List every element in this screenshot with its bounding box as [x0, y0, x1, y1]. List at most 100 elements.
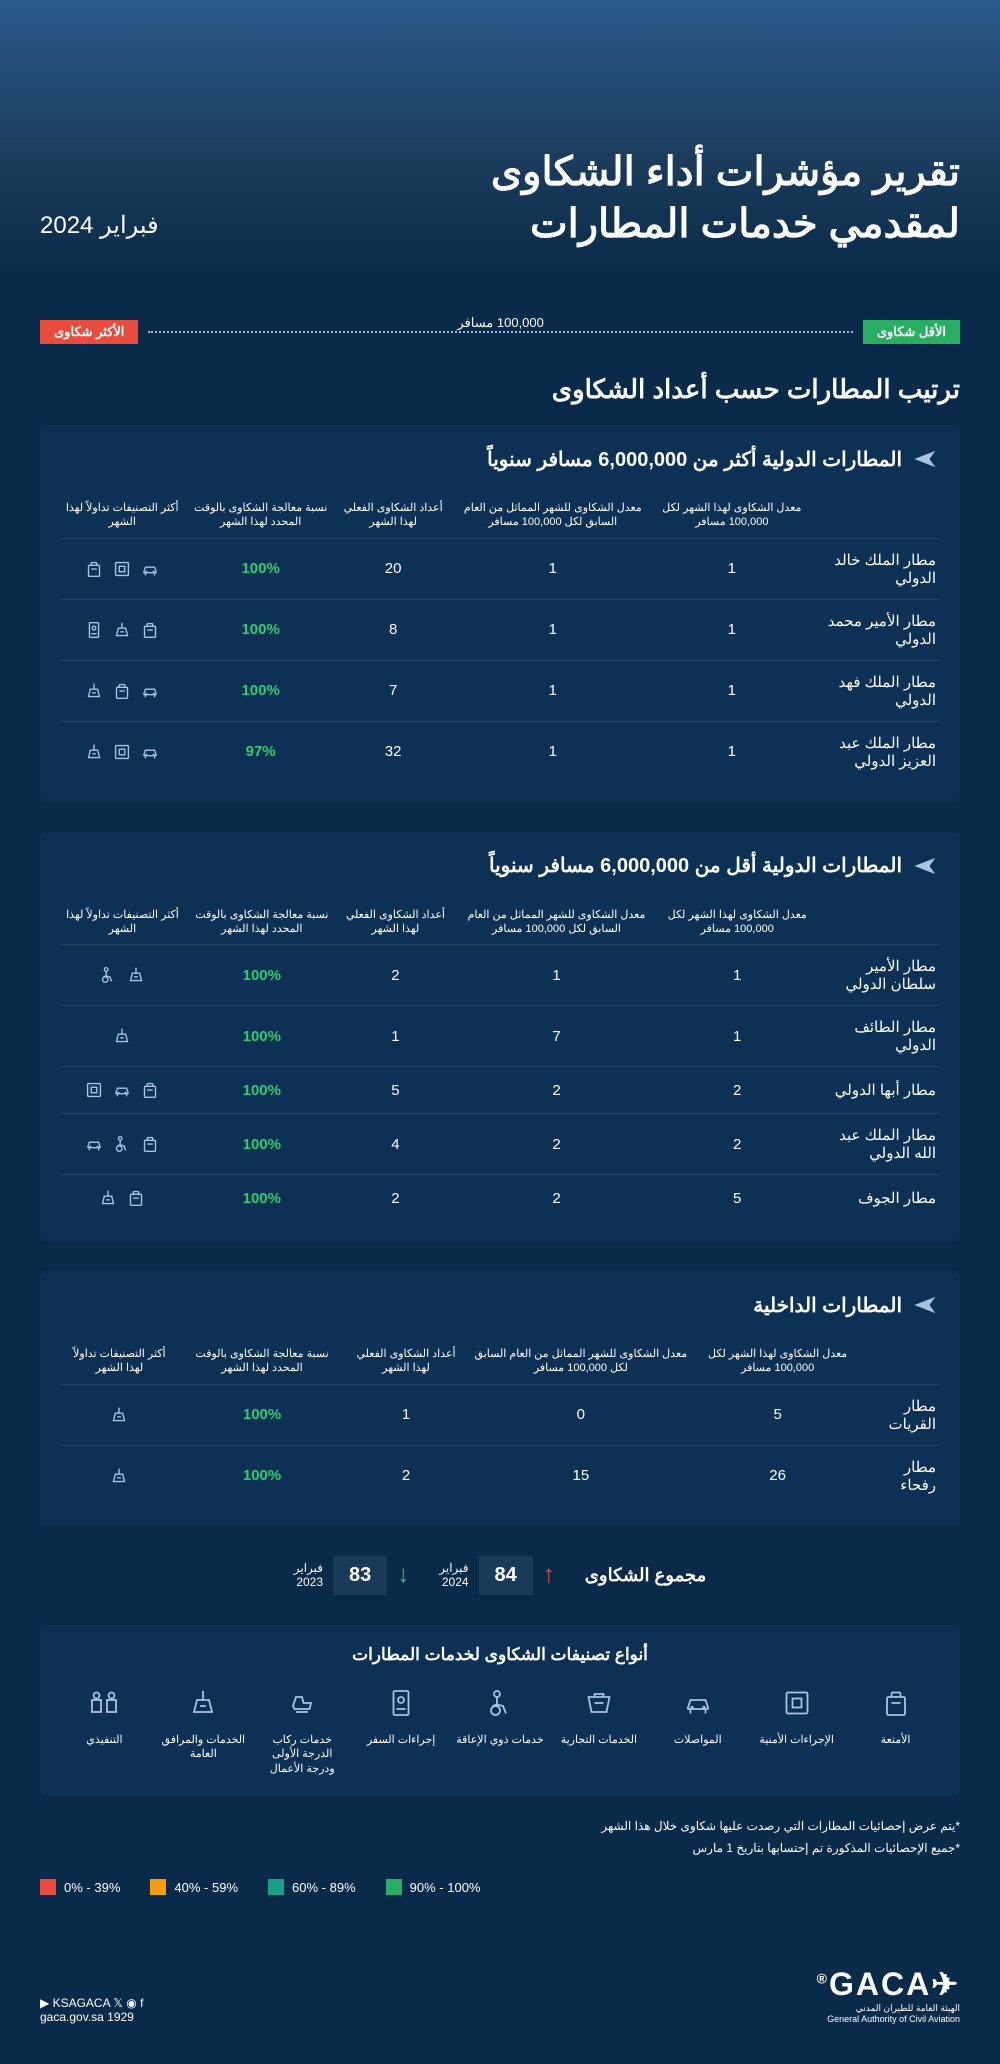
- color-swatch: [268, 1879, 284, 1895]
- plane-icon: [912, 1291, 940, 1319]
- rate-current: 5: [695, 1384, 860, 1445]
- rate-previous: 1: [449, 538, 656, 599]
- rate-previous: 15: [467, 1445, 695, 1506]
- color-swatch: [386, 1879, 402, 1895]
- totals-label: مجموع الشكاوى: [585, 1565, 706, 1586]
- airport-name: مطار الجوف: [814, 1175, 940, 1222]
- ranking-section-title: ترتيب المطارات حسب أعداد الشكاوى: [40, 374, 960, 405]
- footnote-1: *يتم عرض إحصائيات المطارات التي رصدت علي…: [40, 1816, 960, 1838]
- color-label: 59% - 40%: [174, 1880, 238, 1895]
- color-legend-item: 59% - 40%: [150, 1879, 238, 1895]
- col-rate-prev: معدل الشكاوى للشهر المماثل من العام السا…: [467, 1339, 695, 1384]
- airport-row: مطار الجوف 5 2 2 100%: [60, 1175, 940, 1222]
- logo-subtitle-ar: الهيئة العامة للطيران المدني: [817, 2003, 960, 2014]
- logo-subtitle-en: General Authority of Civil Aviation: [817, 2014, 960, 2024]
- category-label: الإجراءات الأمنية: [752, 1733, 841, 1747]
- airport-name: مطار القريات: [860, 1384, 940, 1445]
- complaint-count: 8: [337, 599, 450, 660]
- color-swatch: [150, 1879, 166, 1895]
- table-title: المطارات الدولية أكثر من 6,000,000 مسافر…: [60, 445, 940, 473]
- top-categories: [60, 1384, 179, 1445]
- categories-title: أنواع تصنيفات الشكاوى لخدمات المطارات: [60, 1645, 940, 1665]
- category-item: خدمات ذوي الإعاقة: [456, 1685, 545, 1776]
- footnote-2: *جميع الإحصائيات المذكورة تم إحتسابها بت…: [40, 1838, 960, 1860]
- resolution-pct: 100%: [184, 538, 336, 599]
- col-airport: [807, 493, 940, 538]
- rate-current: 1: [656, 538, 807, 599]
- complaint-count: 1: [345, 1384, 466, 1445]
- commercial-icon: [581, 1685, 617, 1721]
- airport-name: مطار الأمير محمد الدولي: [807, 599, 940, 660]
- rate-current: 1: [661, 1006, 814, 1067]
- top-categories: [60, 660, 184, 721]
- color-legend-item: 89% - 60%: [268, 1879, 356, 1895]
- logo-icon: ✈: [931, 1966, 960, 2002]
- complaint-count: 5: [339, 1067, 452, 1114]
- airport-row: مطار رفحاء 26 15 2 100%: [60, 1445, 940, 1506]
- passport-icon: [383, 1685, 419, 1721]
- rate-previous: 1: [449, 599, 656, 660]
- col-rate-prev: معدل الشكاوى للشهر المماثل من العام السا…: [449, 493, 656, 538]
- category-item: التنفيذي: [60, 1685, 149, 1776]
- category-item: الإجراءات الأمنية: [752, 1685, 841, 1776]
- airport-row: مطار الطائف الدولي 1 7 1 100%: [60, 1006, 940, 1067]
- col-count: أعداد الشكاوى الفعلي لهذا الشهر: [345, 1339, 466, 1384]
- rate-current: 5: [661, 1175, 814, 1222]
- plane-icon: [912, 445, 940, 473]
- airports-table: معدل الشكاوى لهذا الشهر لكل 100,000 مساف…: [60, 900, 940, 1222]
- totals-summary: مجموع الشكاوى ↑ 84 فبراير2024 ↓ 83 فبراي…: [40, 1556, 960, 1595]
- most-complaints-pill: الأكثر شكاوى: [40, 320, 138, 344]
- rate-current: 1: [656, 599, 807, 660]
- col-pct: نسبة معالجة الشكاوى بالوقت المحدد لهذا ا…: [184, 493, 336, 538]
- report-title-line1: تقرير مؤشرات أداء الشكاوى: [491, 146, 960, 198]
- airport-row: مطار القريات 5 0 1 100%: [60, 1384, 940, 1445]
- airports-table: معدل الشكاوى لهذا الشهر لكل 100,000 مساف…: [60, 493, 940, 782]
- rate-previous: 2: [452, 1175, 661, 1222]
- total-previous: ↓ 83 فبراير2023: [294, 1556, 410, 1595]
- table-title: المطارات الداخلية: [60, 1291, 940, 1319]
- category-item: إجراءات السفر: [357, 1685, 446, 1776]
- top-categories: [60, 1006, 185, 1067]
- col-airport: [860, 1339, 940, 1384]
- resolution-pct: 100%: [179, 1384, 346, 1445]
- top-categories: [60, 1067, 185, 1114]
- rate-current: 1: [656, 660, 807, 721]
- rate-current: 2: [661, 1067, 814, 1114]
- color-label: 89% - 60%: [292, 1880, 356, 1895]
- category-item: الخدمات التجارية: [554, 1685, 643, 1776]
- legend-middle-label: 100,000 مسافر: [457, 315, 544, 331]
- disability-icon: [482, 1685, 518, 1721]
- rate-current: 2: [661, 1114, 814, 1175]
- resolution-pct: 100%: [185, 1067, 339, 1114]
- report-title-line2: لمقدمي خدمات المطارات: [491, 198, 960, 250]
- least-complaints-pill: الأقل شكاوى: [863, 320, 960, 344]
- airport-row: مطار الملك عبد العزيز الدولي 1 1 32 97%: [60, 721, 940, 782]
- resolution-pct: 100%: [179, 1445, 346, 1506]
- category-label: الخدمات والمرافق العامة: [159, 1733, 248, 1762]
- footer-social-block: KSAGACA 𝕏 ◉ f ▶ gaca.gov.sa 1929: [40, 1996, 143, 2024]
- rate-previous: 2: [452, 1067, 661, 1114]
- rate-current: 26: [695, 1445, 860, 1506]
- col-count: أعداد الشكاوى الفعلي لهذا الشهر: [337, 493, 450, 538]
- col-cats: أكثر التصنيفات تداولاً لهذا الشهر: [60, 493, 184, 538]
- social-handle: KSAGACA: [53, 1996, 110, 2010]
- airport-name: مطار الملك خالد الدولي: [807, 538, 940, 599]
- top-categories: [60, 1175, 185, 1222]
- total-prev-value: 83: [333, 1556, 387, 1595]
- percentage-color-legend: 100% - 90% 89% - 60% 59% - 40% 39% - 0%: [40, 1879, 960, 1895]
- top-categories: [60, 599, 184, 660]
- resolution-pct: 100%: [185, 1114, 339, 1175]
- plane-icon: [912, 852, 940, 880]
- security-icon: [779, 1685, 815, 1721]
- total-current-year: فبراير2024: [439, 1561, 468, 1590]
- resolution-pct: 100%: [185, 1006, 339, 1067]
- total-prev-year: فبراير2023: [294, 1561, 323, 1590]
- complaint-count: 2: [345, 1445, 466, 1506]
- resolution-pct: 100%: [184, 599, 336, 660]
- total-current: ↑ 84 فبراير2024: [439, 1556, 555, 1595]
- col-airport: [814, 900, 940, 945]
- footnotes: *يتم عرض إحصائيات المطارات التي رصدت علي…: [40, 1816, 960, 1859]
- color-legend-item: 39% - 0%: [40, 1879, 120, 1895]
- col-cats: أكثر التصنيفات تداولاً لهذا الشهر: [60, 1339, 179, 1384]
- firstclass-icon: [284, 1685, 320, 1721]
